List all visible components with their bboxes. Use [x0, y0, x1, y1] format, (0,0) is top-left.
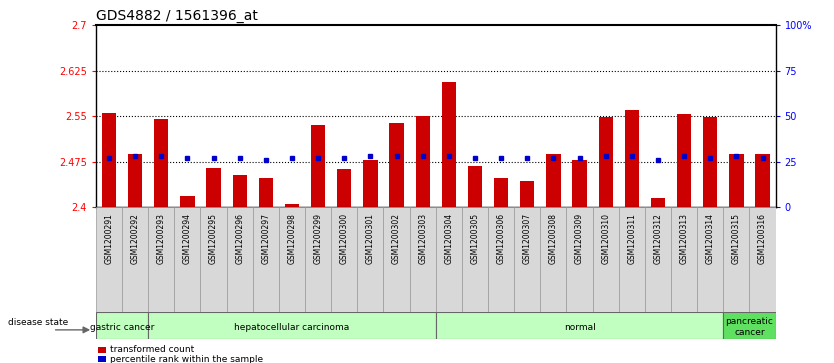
Text: GSM1200310: GSM1200310 [601, 213, 610, 264]
Bar [227, 207, 253, 327]
Bar [364, 160, 378, 207]
Text: GSM1200303: GSM1200303 [418, 213, 427, 264]
Bar [331, 207, 357, 327]
Text: GSM1200299: GSM1200299 [314, 213, 323, 264]
Text: GSM1200302: GSM1200302 [392, 213, 401, 264]
Bar [284, 204, 299, 207]
Bar [384, 207, 409, 327]
Bar [515, 207, 540, 327]
Bar [729, 154, 744, 207]
Text: transformed count: transformed count [110, 345, 194, 354]
Bar [148, 207, 174, 327]
Text: GSM1200314: GSM1200314 [706, 213, 715, 264]
Bar [259, 178, 273, 207]
Bar [566, 207, 593, 327]
Bar [180, 196, 194, 207]
Bar [174, 207, 200, 327]
Bar [154, 119, 168, 207]
Bar [546, 154, 560, 207]
Bar [645, 207, 671, 327]
Text: GSM1200304: GSM1200304 [445, 213, 454, 264]
Bar [671, 207, 697, 327]
Text: hepatocellular carcinoma: hepatocellular carcinoma [234, 323, 349, 332]
Bar [750, 207, 776, 327]
Text: GSM1200309: GSM1200309 [575, 213, 584, 264]
Text: GSM1200296: GSM1200296 [235, 213, 244, 264]
Bar [488, 207, 515, 327]
Bar [389, 123, 404, 207]
Text: GSM1200294: GSM1200294 [183, 213, 192, 264]
Text: gastric cancer: gastric cancer [90, 323, 154, 332]
Bar [723, 207, 750, 327]
Bar [756, 154, 770, 207]
Text: GSM1200311: GSM1200311 [627, 213, 636, 264]
Bar [98, 347, 107, 353]
Text: GSM1200293: GSM1200293 [157, 213, 166, 264]
Bar [409, 207, 435, 327]
Bar [148, 312, 435, 339]
Bar [625, 110, 639, 207]
Text: GSM1200312: GSM1200312 [654, 213, 662, 264]
Text: GSM1200307: GSM1200307 [523, 213, 532, 264]
Bar [311, 125, 325, 207]
Text: GDS4882 / 1561396_at: GDS4882 / 1561396_at [96, 9, 258, 23]
Bar [599, 117, 613, 207]
Text: GSM1200292: GSM1200292 [131, 213, 139, 264]
Bar [200, 207, 227, 327]
Bar [98, 356, 107, 362]
Text: GSM1200313: GSM1200313 [680, 213, 689, 264]
Bar [102, 113, 116, 207]
Bar [619, 207, 645, 327]
Text: GSM1200305: GSM1200305 [470, 213, 480, 264]
Bar [697, 207, 723, 327]
Bar [96, 207, 122, 327]
Bar [572, 160, 587, 207]
Bar [651, 198, 666, 207]
Text: GSM1200301: GSM1200301 [366, 213, 375, 264]
Text: GSM1200297: GSM1200297 [261, 213, 270, 264]
Bar [279, 207, 305, 327]
Text: GSM1200291: GSM1200291 [104, 213, 113, 264]
Bar [540, 207, 566, 327]
Text: GSM1200306: GSM1200306 [496, 213, 505, 264]
Bar [593, 207, 619, 327]
Bar [206, 168, 221, 207]
Text: percentile rank within the sample: percentile rank within the sample [110, 355, 263, 363]
Bar [462, 207, 488, 327]
Text: GSM1200308: GSM1200308 [549, 213, 558, 264]
Bar [96, 312, 148, 339]
Text: GSM1200315: GSM1200315 [732, 213, 741, 264]
Text: pancreatic
cancer: pancreatic cancer [726, 318, 773, 337]
Bar [494, 179, 508, 207]
Text: GSM1200295: GSM1200295 [209, 213, 218, 264]
Text: GSM1200316: GSM1200316 [758, 213, 767, 264]
Bar [723, 312, 776, 339]
Text: disease state: disease state [8, 318, 68, 327]
Bar [128, 154, 143, 207]
Bar [305, 207, 331, 327]
Bar [435, 207, 462, 327]
Bar [703, 117, 717, 207]
Text: GSM1200300: GSM1200300 [339, 213, 349, 264]
Bar [468, 166, 482, 207]
Bar [253, 207, 279, 327]
Bar [122, 207, 148, 327]
Bar [337, 169, 351, 207]
Bar [415, 115, 430, 207]
Text: normal: normal [564, 323, 595, 332]
Bar [442, 82, 456, 207]
Bar [677, 114, 691, 207]
Bar [357, 207, 384, 327]
Bar [520, 181, 535, 207]
Text: GSM1200298: GSM1200298 [288, 213, 296, 264]
Bar [233, 175, 247, 207]
Bar [435, 312, 723, 339]
